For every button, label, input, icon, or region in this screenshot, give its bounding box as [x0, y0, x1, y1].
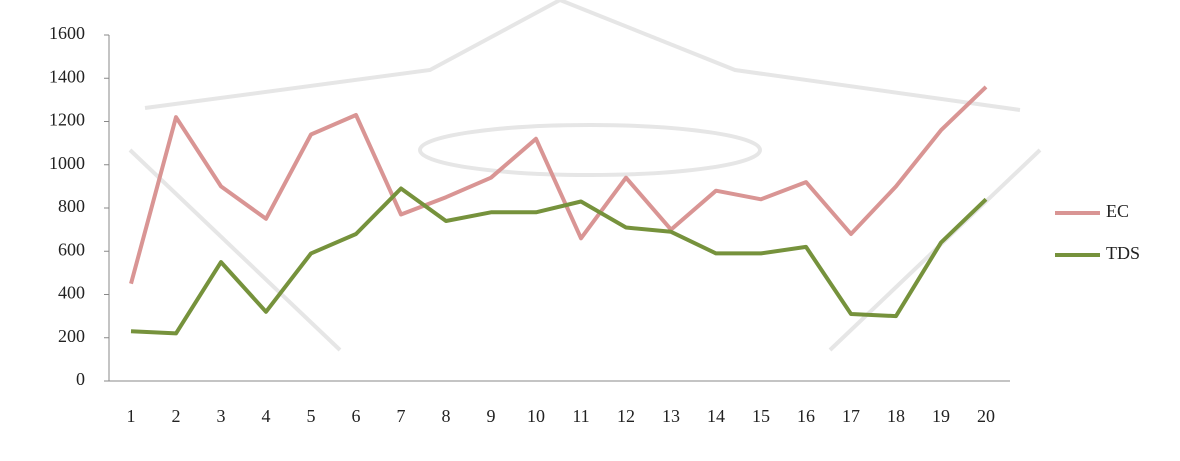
x-tick-label: 6: [352, 406, 361, 426]
x-tick-label: 12: [617, 406, 635, 426]
x-tick-label: 7: [397, 406, 406, 426]
x-tick-label: 16: [797, 406, 815, 426]
x-tick-label: 20: [977, 406, 995, 426]
y-tick-label: 0: [76, 369, 85, 389]
x-tick-label: 18: [887, 406, 905, 426]
x-tick-label: 14: [707, 406, 725, 426]
x-tick-label: 1: [127, 406, 136, 426]
y-tick-label: 800: [58, 196, 85, 216]
x-tick-label: 3: [217, 406, 226, 426]
x-tick-label: 17: [842, 406, 860, 426]
x-tick-label: 2: [172, 406, 181, 426]
series-line: [129, 85, 988, 285]
x-tick-label: 11: [572, 406, 589, 426]
legend-label: EC: [1106, 201, 1129, 221]
legend-label: TDS: [1106, 243, 1140, 263]
x-tick-label: 19: [932, 406, 950, 426]
y-tick-label: 1000: [49, 153, 85, 173]
y-tick-label: 600: [58, 239, 85, 259]
x-tick-label: 13: [662, 406, 680, 426]
x-tick-label: 8: [442, 406, 451, 426]
y-tick-label: 400: [58, 283, 85, 303]
x-tick-label: 9: [487, 406, 496, 426]
x-tick-label: 5: [307, 406, 316, 426]
y-tick-label: 1400: [49, 66, 85, 86]
series-line: [130, 186, 988, 336]
x-tick-label: 15: [752, 406, 770, 426]
x-tick-label: 4: [262, 406, 271, 426]
x-tick-label: 10: [527, 406, 545, 426]
y-tick-label: 1600: [49, 23, 85, 43]
y-tick-label: 200: [58, 326, 85, 346]
y-tick-label: 1200: [49, 110, 85, 130]
